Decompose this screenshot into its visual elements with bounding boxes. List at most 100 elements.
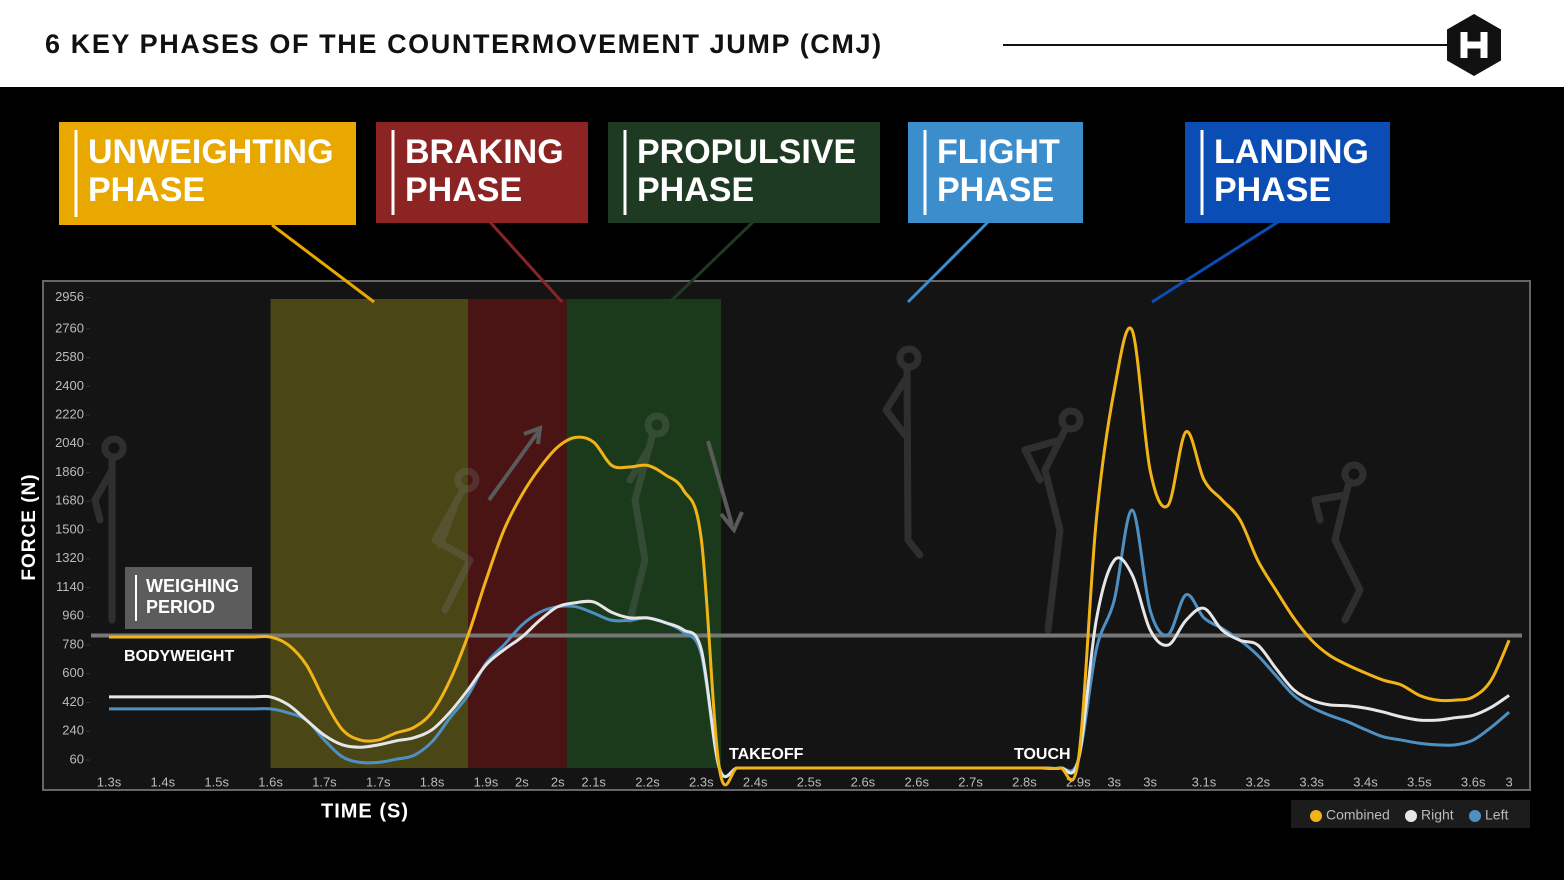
y-tick-label: 600: [62, 665, 84, 680]
phase-label: UNWEIGHTING: [88, 133, 334, 171]
phase-box: [1185, 122, 1390, 223]
legend-marker: [1310, 810, 1322, 822]
phase-band: [566, 299, 722, 768]
legend-marker: [1405, 810, 1417, 822]
x-tick-label: 2s: [551, 774, 565, 789]
phase-box: [608, 122, 880, 223]
reference-label: BODYWEIGHT: [124, 648, 234, 665]
y-tick-label: 240: [62, 723, 84, 738]
connector: [488, 220, 564, 304]
phase-label: FLIGHT: [937, 133, 1060, 171]
weighing-label: PERIOD: [146, 597, 215, 617]
x-tick-label: 2.7s: [958, 774, 983, 789]
x-tick-label: 2.5s: [797, 774, 822, 789]
x-tick-label: 1.6s: [258, 774, 283, 789]
y-tick-label: 1680: [55, 493, 84, 508]
y-tick-label: 1140: [56, 579, 84, 594]
x-tick-label: 2.9s: [1066, 774, 1091, 789]
connector: [668, 220, 755, 304]
x-tick-label: 3s: [1107, 774, 1121, 789]
arrow-up: [487, 424, 543, 502]
connector: [271, 223, 375, 304]
legend-label: Left: [1485, 807, 1508, 823]
phase-bands: [270, 299, 722, 768]
x-tick-label: 3: [1505, 774, 1512, 789]
y-tick-label: 1320: [55, 550, 84, 565]
y-tick-label: 960: [62, 608, 84, 623]
x-tick-label: 2.2s: [635, 774, 660, 789]
y-tick-label: 60: [70, 751, 84, 766]
phase-label: PHASE: [88, 171, 205, 209]
annotation: TAKEOFF: [729, 746, 804, 763]
y-tick-label: 2040: [55, 435, 84, 450]
phase-band: [468, 299, 567, 768]
logo-mark: [1460, 32, 1488, 58]
plot: 60 240 420 600 780 960 1140 1320 1500 1680 1860 204…: [55, 289, 1522, 823]
y-tick-label: 2956: [55, 289, 84, 304]
phase-label: PHASE: [937, 171, 1054, 209]
phase-label: PHASE: [405, 171, 522, 209]
y-tick-label: 2760: [55, 320, 84, 335]
connector: [1151, 220, 1279, 304]
figure: [431, 467, 480, 614]
logo: [1447, 14, 1501, 76]
y-tick-label: 2220: [55, 407, 84, 422]
phase-label: PHASE: [637, 171, 754, 209]
arrow-down: [706, 440, 744, 534]
x-axis-label: TIME (S): [321, 800, 409, 822]
y-tick-label: 2400: [55, 378, 84, 393]
stick-figures: [91, 345, 1367, 634]
x-tick-label: 2.6s: [851, 774, 876, 789]
y-tick-label: 2580: [55, 349, 84, 364]
weighing-label: WEIGHING: [146, 576, 239, 596]
phase-label: LANDING: [1214, 133, 1369, 171]
x-tick-label: 1.9s: [474, 774, 499, 789]
x-tick-label: 1.4s: [151, 774, 176, 789]
phase-box: [376, 122, 588, 223]
x-tick-label: 3.1s: [1192, 774, 1217, 789]
y-tick-label: 1860: [55, 464, 84, 479]
weighing-box: [125, 567, 252, 629]
phase-label: PROPULSIVE: [637, 133, 856, 171]
x-tick-label: 1.8s: [420, 774, 445, 789]
x-tick-label: 3.6s: [1461, 774, 1486, 789]
figure: [882, 345, 924, 559]
x-tick-label: 2.8s: [1012, 774, 1037, 789]
phase-label: BRAKING: [405, 133, 564, 171]
y-axis-label: FORCE (N): [19, 473, 40, 580]
x-tick-label: 2s: [515, 774, 529, 789]
x-tick-label: 3.3s: [1299, 774, 1324, 789]
y-tick-label: 780: [62, 636, 84, 651]
x-tick-label: 3s: [1143, 774, 1157, 789]
series-line: [108, 326, 1511, 787]
connector: [906, 220, 990, 304]
x-tick-label: 1.7s: [366, 774, 391, 789]
x-tick-label: 2.1s: [581, 774, 606, 789]
x-tick-label: 1.5s: [204, 774, 229, 789]
x-tick-label: 1.7s: [312, 774, 337, 789]
x-tick-label: 1.3s: [97, 774, 122, 789]
x-tick-label: 3.4s: [1353, 774, 1378, 789]
annotation: TOUCH: [1014, 746, 1071, 763]
figure: [1021, 407, 1084, 634]
x-tick-label: 2.6s: [904, 774, 929, 789]
x-tick-label: 2.4s: [743, 774, 768, 789]
figure: [1311, 461, 1367, 624]
phase-band: [270, 299, 468, 768]
x-tick-label: 3.2s: [1246, 774, 1271, 789]
phase-label: PHASE: [1214, 171, 1331, 209]
legend-label: Right: [1421, 807, 1454, 823]
y-tick-label: 1500: [55, 521, 84, 536]
phase-box: [908, 122, 1083, 223]
legend-label: Combined: [1326, 807, 1390, 823]
phase-labels: UNWEIGHTINGPHASEBRAKINGPHASEPROPULSIVEPH…: [59, 122, 1390, 304]
phase-box: [59, 122, 356, 225]
chart-frame: [42, 280, 1531, 791]
figure: [91, 435, 127, 624]
legend-marker: [1469, 810, 1481, 822]
x-tick-label: 2.3s: [689, 774, 714, 789]
header-bar: [0, 0, 1564, 87]
page-title: 6 KEY PHASES OF THE COUNTERMOVEMENT JUMP…: [45, 29, 883, 59]
x-tick-label: 3.5s: [1407, 774, 1432, 789]
